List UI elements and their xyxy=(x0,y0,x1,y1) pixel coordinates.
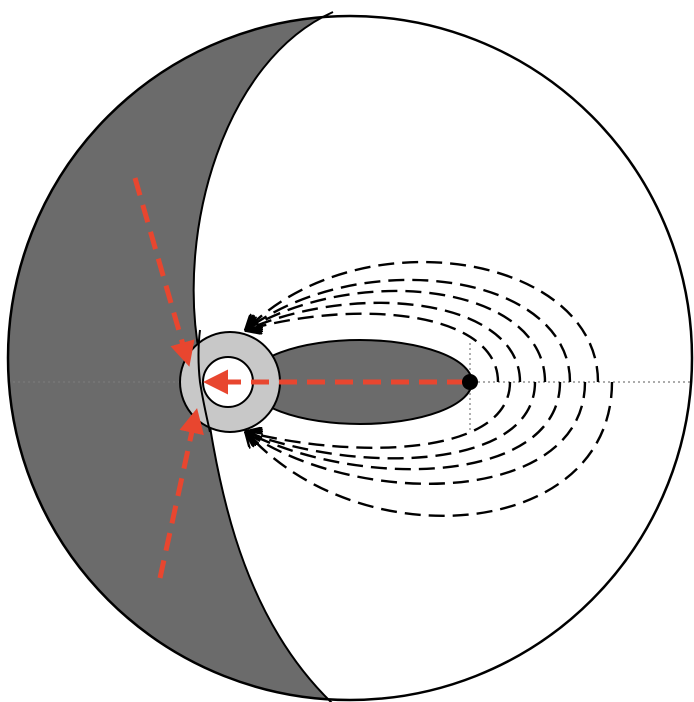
upper-dashed-lines xyxy=(246,260,600,383)
lower-dashed-lines xyxy=(246,381,614,518)
upper-dashed-line-5 xyxy=(246,312,500,383)
crescent-boundary-overlay xyxy=(197,329,211,433)
lower-dashed-line-4 xyxy=(246,381,537,460)
lower-dashed-line-1 xyxy=(246,381,614,518)
globe-outline xyxy=(6,14,694,702)
center-dot xyxy=(462,374,478,390)
lower-dashed-line-5 xyxy=(246,381,512,449)
dark-crescent xyxy=(8,16,333,700)
upper-dashed-line-1 xyxy=(246,260,600,383)
red-arrow-lower xyxy=(157,408,204,579)
upper-dashed-line-2 xyxy=(246,278,572,383)
red-arrows xyxy=(132,177,465,579)
lower-dashed-line-2 xyxy=(246,381,587,485)
upper-dashed-line-4 xyxy=(246,301,522,383)
lower-dashed-line-3 xyxy=(246,381,562,471)
red-arrow-upper xyxy=(132,177,195,367)
upper-dashed-line-3 xyxy=(246,289,547,383)
